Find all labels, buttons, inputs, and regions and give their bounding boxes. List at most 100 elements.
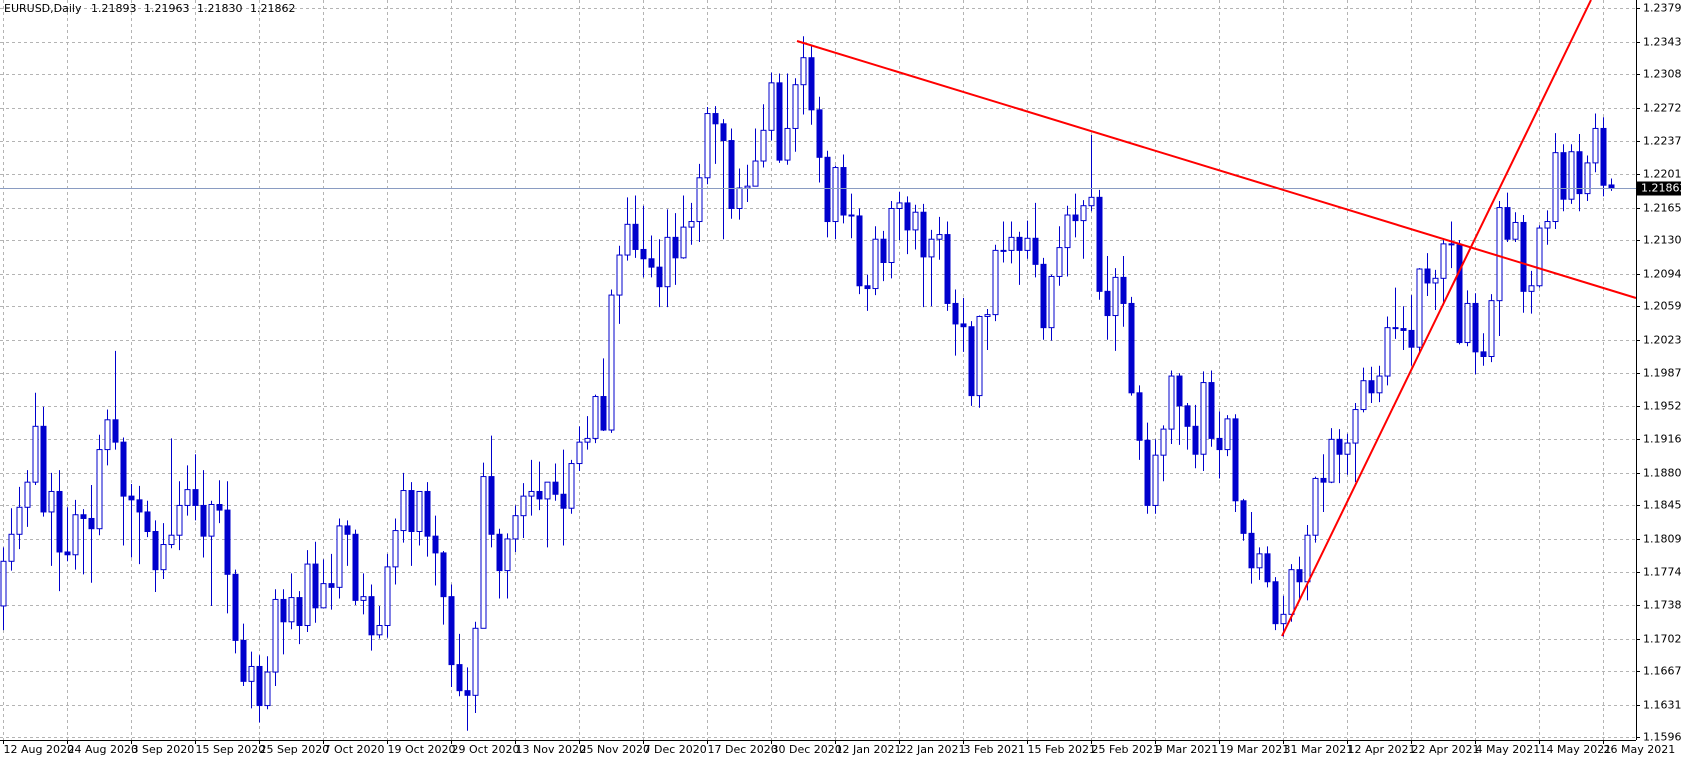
candle-body bbox=[1312, 477, 1319, 536]
candle-body bbox=[0, 560, 7, 607]
candle-body bbox=[1392, 327, 1399, 330]
candle-body bbox=[800, 57, 807, 86]
candle-body bbox=[448, 596, 455, 666]
y-tick-label: 1.19160 bbox=[1643, 433, 1682, 446]
candle-body bbox=[560, 493, 567, 509]
candle-body bbox=[1040, 263, 1047, 329]
candle-body bbox=[1464, 302, 1471, 344]
candle-body bbox=[760, 129, 767, 162]
candle-body bbox=[544, 481, 551, 500]
candle-body bbox=[1400, 328, 1407, 331]
x-tick-label: 3 Sep 2020 bbox=[132, 743, 195, 756]
candle-body bbox=[72, 514, 79, 556]
trendline bbox=[1281, 0, 1592, 637]
candle-body bbox=[1512, 221, 1519, 240]
candle-body bbox=[1360, 380, 1367, 411]
x-tick-label: 12 Apr 2021 bbox=[1348, 743, 1416, 756]
candle-body bbox=[960, 323, 967, 328]
x-tick-label: 9 Mar 2021 bbox=[1156, 743, 1219, 756]
candle-body bbox=[736, 187, 743, 210]
candle-body bbox=[1248, 532, 1255, 569]
grid bbox=[0, 0, 1636, 740]
y-tick-label: 1.21650 bbox=[1643, 202, 1682, 215]
candle-body bbox=[1552, 152, 1559, 223]
candle-body bbox=[184, 489, 191, 506]
candle-body bbox=[112, 419, 119, 443]
candle-body bbox=[1560, 152, 1567, 200]
x-tick-label: 25 Nov 2020 bbox=[580, 743, 650, 756]
candle-body bbox=[1416, 268, 1423, 348]
candle-body bbox=[1504, 207, 1511, 240]
candle-body bbox=[224, 509, 231, 575]
candle-body bbox=[1424, 268, 1431, 284]
candle-body bbox=[576, 441, 583, 465]
candle-body bbox=[424, 490, 431, 537]
candle-body bbox=[48, 490, 55, 513]
y-tick-label: 1.19870 bbox=[1643, 367, 1682, 380]
header-close: 1.21862 bbox=[250, 2, 296, 15]
x-tick-label: 4 May 2021 bbox=[1476, 743, 1541, 756]
candle-body bbox=[1192, 425, 1199, 455]
y-tick-label: 1.16670 bbox=[1643, 665, 1682, 678]
candle-body bbox=[888, 208, 895, 263]
x-tick-label: 30 Dec 2020 bbox=[772, 743, 842, 756]
candle-body bbox=[1496, 207, 1503, 302]
y-tick-label: 1.17020 bbox=[1643, 633, 1682, 646]
candle-body bbox=[928, 238, 935, 258]
candle-body bbox=[832, 167, 839, 223]
candle-body bbox=[1536, 227, 1543, 287]
candle-body bbox=[120, 441, 127, 497]
candle-body bbox=[1056, 247, 1063, 277]
candle-body bbox=[504, 538, 511, 572]
candle-body bbox=[408, 490, 415, 532]
candle-body bbox=[912, 211, 919, 231]
candle-body bbox=[192, 489, 199, 506]
candle-body bbox=[376, 625, 383, 636]
candle-body bbox=[208, 504, 215, 537]
trendline bbox=[796, 40, 1637, 299]
y-tick-label: 1.18090 bbox=[1643, 533, 1682, 546]
candle-body bbox=[992, 249, 999, 316]
candle-body bbox=[1224, 418, 1231, 451]
candle-body bbox=[1168, 375, 1175, 430]
x-tick-label: 13 Nov 2020 bbox=[516, 743, 586, 756]
candle-body bbox=[512, 515, 519, 540]
candle-body bbox=[680, 226, 687, 259]
x-tick-label: 12 Jan 2021 bbox=[836, 743, 902, 756]
candle-body bbox=[1160, 428, 1167, 456]
trendlines bbox=[796, 0, 1637, 637]
candle-body bbox=[144, 511, 151, 532]
candle-body bbox=[312, 563, 319, 609]
y-tick-label: 1.15960 bbox=[1643, 731, 1682, 744]
candle-body bbox=[216, 504, 223, 511]
candle-body bbox=[416, 490, 423, 532]
candle-body bbox=[232, 573, 239, 641]
candle-body bbox=[872, 238, 879, 290]
x-tick-label: 31 Mar 2021 bbox=[1284, 743, 1354, 756]
candle-body bbox=[672, 236, 679, 259]
candle-body bbox=[1088, 196, 1095, 207]
candle-body bbox=[1256, 553, 1263, 569]
candle-body bbox=[1016, 236, 1023, 251]
candle-body bbox=[1048, 275, 1055, 329]
candle-body bbox=[1408, 329, 1415, 348]
candle-body bbox=[1064, 214, 1071, 249]
price-marker-label: 1.21862 bbox=[1641, 182, 1682, 195]
candle-body bbox=[1152, 454, 1159, 506]
candle-body bbox=[664, 236, 671, 288]
candle-body bbox=[1568, 151, 1575, 200]
candle-body bbox=[1144, 439, 1151, 506]
candle-body bbox=[40, 425, 47, 513]
candle-body bbox=[776, 82, 783, 161]
candle-body bbox=[608, 294, 615, 431]
candle-body bbox=[280, 598, 287, 623]
candle-body bbox=[1344, 442, 1351, 455]
candle-body bbox=[1128, 302, 1135, 394]
candle-body bbox=[744, 185, 751, 189]
y-tick-label: 1.23790 bbox=[1643, 2, 1682, 15]
candle-body bbox=[96, 449, 103, 530]
candle-body bbox=[1264, 553, 1271, 583]
candle-body bbox=[1576, 151, 1583, 195]
candle-body bbox=[1208, 382, 1215, 439]
